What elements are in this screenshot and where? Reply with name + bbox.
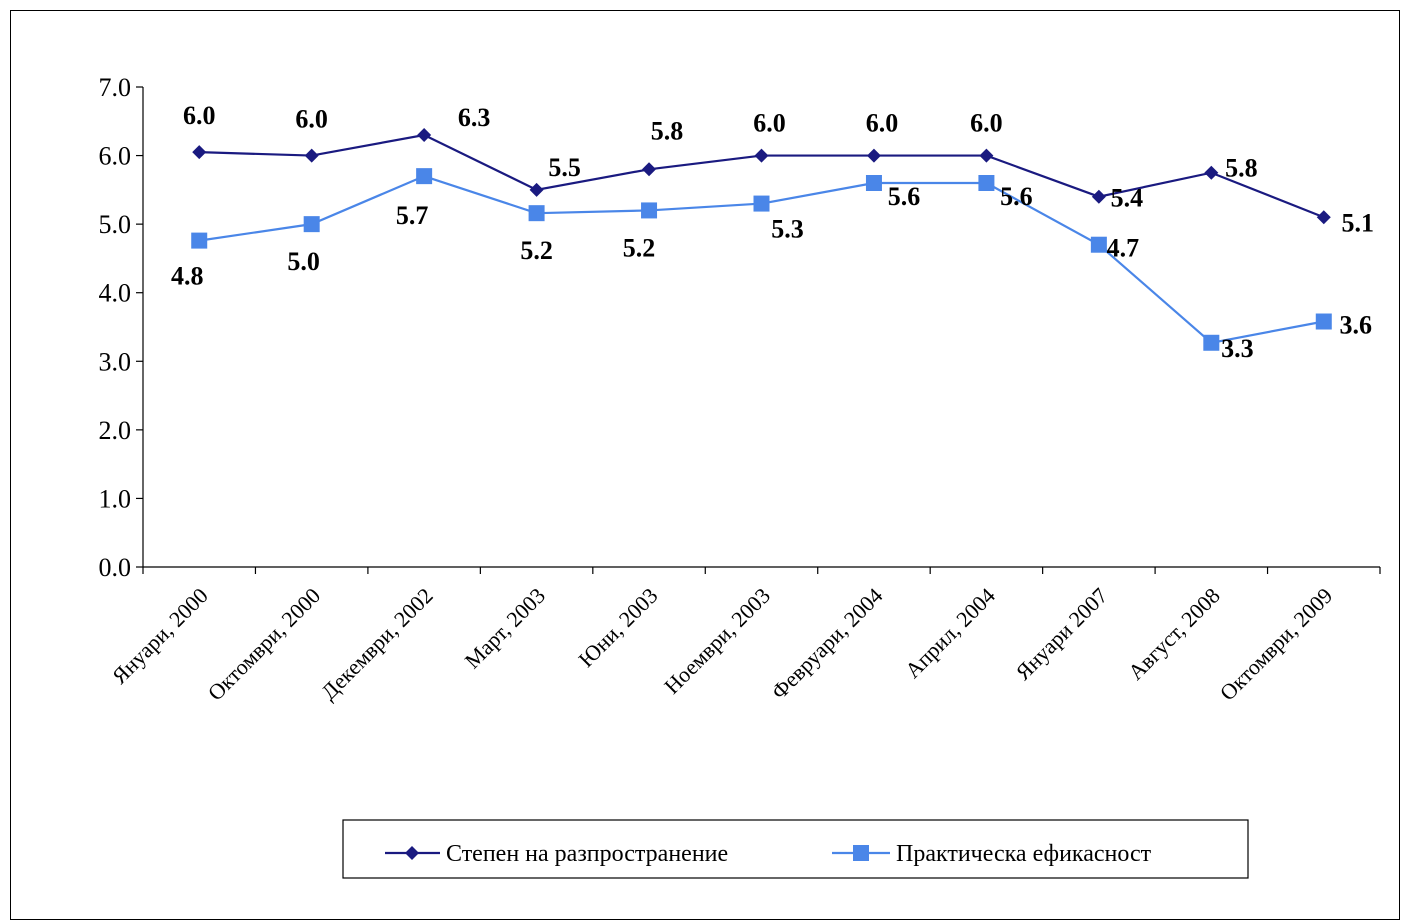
- square-marker: [1090, 236, 1107, 253]
- diamond-marker: [417, 128, 432, 142]
- data-label: 3.3: [1221, 334, 1254, 363]
- square-marker: [753, 195, 770, 212]
- square-marker: [528, 205, 545, 222]
- data-label: 5.7: [396, 201, 429, 230]
- x-tick-label: Февруари, 2004: [766, 583, 887, 704]
- data-labels: 6.0 6.0 6.3 5.5 5.8 6.0 6.0 6.0 5.4 5.8 5.1 4.8 5.0 5…: [171, 101, 1374, 363]
- square-marker: [416, 168, 433, 185]
- square-marker: [1315, 313, 1332, 330]
- y-tick-label: 4.0: [99, 279, 132, 308]
- x-tick-label: Януари 2007: [1010, 583, 1112, 685]
- markers: [191, 128, 1332, 351]
- data-label: 5.6: [1000, 182, 1033, 211]
- diamond-marker: [754, 148, 769, 163]
- data-label: 6.3: [458, 103, 491, 132]
- x-tick-label: Март, 2003: [460, 583, 551, 674]
- x-tick-label: Октомври, 2000: [203, 583, 326, 706]
- y-tick-label: 6.0: [99, 142, 132, 171]
- data-label: 5.1: [1342, 208, 1375, 237]
- y-tick-label: 2.0: [99, 416, 132, 445]
- square-marker: [1203, 334, 1220, 351]
- square-marker: [865, 175, 882, 191]
- data-label: 3.6: [1340, 311, 1373, 340]
- x-tick-label: Октомври, 2009: [1215, 583, 1338, 706]
- x-tick-label: Декември, 2002: [316, 583, 438, 705]
- legend-box: [342, 819, 1249, 879]
- diamond-marker: [1091, 189, 1106, 204]
- x-tick-label: Януари, 2000: [107, 583, 213, 689]
- diamond-marker: [1204, 165, 1219, 180]
- legend-label-0: Степен на разпространение: [446, 841, 728, 867]
- data-label: 5.6: [888, 182, 921, 211]
- data-label: 6.0: [970, 109, 1003, 138]
- diamond-marker: [979, 148, 994, 163]
- data-label: 4.8: [171, 262, 204, 291]
- data-label: 6.0: [183, 101, 216, 130]
- diamond-marker: [866, 148, 881, 163]
- legend-label-1: Практическа ефикасност: [896, 841, 1152, 867]
- y-tick-label: 5.0: [99, 210, 132, 239]
- series-lines: [199, 133, 1325, 344]
- square-marker: [978, 175, 995, 191]
- data-label: 6.0: [295, 105, 328, 134]
- y-tick-label: 3.0: [99, 347, 132, 376]
- data-label: 6.0: [866, 109, 899, 138]
- x-tick-label: Ноември, 2003: [659, 583, 775, 699]
- data-label: 4.7: [1107, 234, 1140, 263]
- x-tick-label: Април, 2004: [900, 583, 1000, 683]
- data-label: 5.2: [623, 233, 656, 262]
- legend: Степен на разпространение Практическа ефи…: [342, 819, 1249, 879]
- data-label: 5.4: [1111, 184, 1144, 213]
- diamond-marker: [642, 162, 657, 177]
- x-tick-label: Юни, 2003: [573, 583, 662, 672]
- square-marker: [641, 202, 658, 219]
- data-label: 5.0: [287, 247, 320, 276]
- data-label: 5.3: [771, 215, 804, 244]
- data-label: 5.2: [520, 236, 553, 265]
- diamond-marker: [192, 145, 207, 160]
- x-tick-label: Август, 2008: [1123, 583, 1225, 685]
- square-marker: [191, 232, 208, 249]
- data-label: 5.8: [1225, 154, 1258, 183]
- y-tick-label: 1.0: [99, 484, 132, 513]
- data-label: 5.8: [651, 116, 684, 145]
- y-tick-label: 7.0: [99, 73, 132, 102]
- data-label: 5.5: [548, 153, 581, 182]
- legend-diamond-marker: [405, 846, 419, 860]
- diamond-marker: [1316, 210, 1331, 225]
- square-marker: [303, 216, 320, 233]
- legend-square-marker: [853, 845, 869, 861]
- y-tick-label: 0.0: [99, 553, 132, 582]
- data-label: 6.0: [753, 109, 786, 138]
- diamond-marker: [304, 148, 319, 163]
- diamond-marker: [529, 182, 544, 197]
